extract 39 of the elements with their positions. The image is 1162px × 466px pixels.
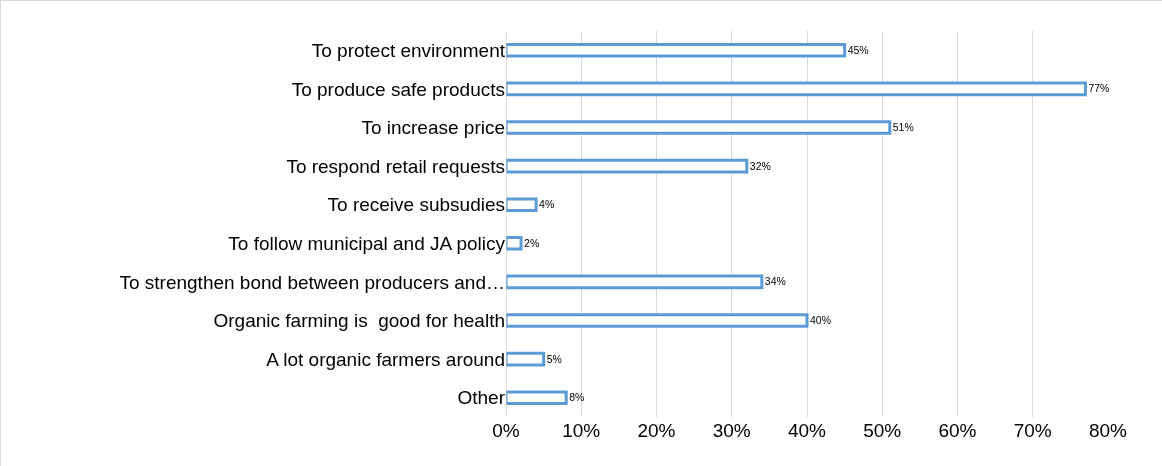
y-tick-label: To receive subsudies	[327, 194, 505, 216]
bar	[506, 236, 523, 251]
x-tick-label: 80%	[1088, 420, 1128, 441]
x-tick-label: 20%	[637, 420, 676, 441]
x-tick-label: 40%	[787, 420, 827, 441]
x-tick-label: 70%	[1013, 420, 1052, 441]
y-tick-label: To protect environment	[311, 39, 506, 61]
y-tick-label: To produce safe products	[291, 78, 505, 100]
data-label: 77%	[1088, 83, 1110, 95]
data-label: 5%	[546, 353, 562, 365]
data-label: 45%	[847, 44, 869, 56]
data-label: 40%	[810, 315, 831, 327]
bar	[506, 120, 892, 135]
bar	[506, 158, 749, 174]
x-tick-label: 30%	[712, 420, 751, 441]
data-label: 34%	[764, 276, 786, 288]
data-label: 8%	[569, 392, 585, 404]
y-tick-label: To follow municipal and JA policy	[228, 232, 506, 254]
bar	[506, 390, 568, 405]
data-label: 51%	[892, 122, 914, 134]
bar	[506, 351, 546, 367]
y-tick-label: A lot organic farmers around	[266, 348, 505, 370]
x-tick-label: 60%	[938, 420, 977, 441]
bar	[506, 43, 847, 58]
data-label: 4%	[539, 199, 555, 211]
y-tick-label: Other	[457, 387, 506, 409]
bar	[506, 197, 538, 212]
y-tick-label: To respond retail requests	[286, 155, 505, 177]
x-tick-label: 0%	[492, 420, 520, 441]
x-tick-label: 50%	[863, 420, 902, 441]
y-tick-label: To increase price	[361, 117, 505, 139]
x-tick-label: 10%	[562, 420, 601, 441]
data-label: 32%	[749, 160, 771, 172]
bar	[506, 81, 1087, 97]
data-label: 2%	[524, 237, 540, 249]
bar	[506, 313, 809, 328]
y-tick-label: Organic farming is good for health	[213, 310, 505, 332]
y-tick-label: To strengthen bond between producers and…	[119, 271, 505, 293]
bar	[506, 274, 764, 290]
